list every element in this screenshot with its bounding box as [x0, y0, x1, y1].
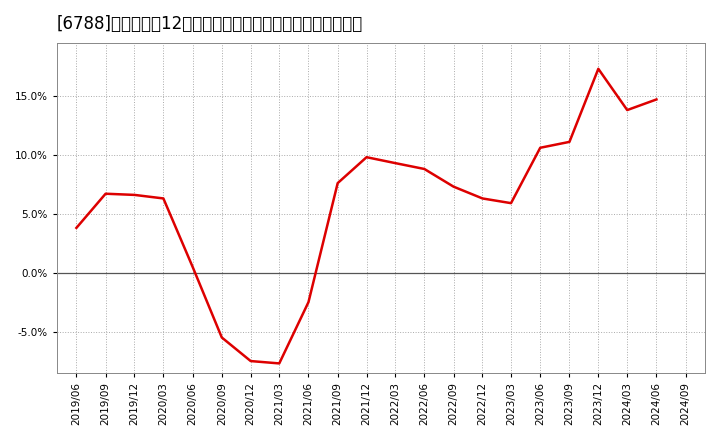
Text: [6788]　売上高の12か月移動合計の対前年同期増減率の推移: [6788] 売上高の12か月移動合計の対前年同期増減率の推移	[57, 15, 364, 33]
